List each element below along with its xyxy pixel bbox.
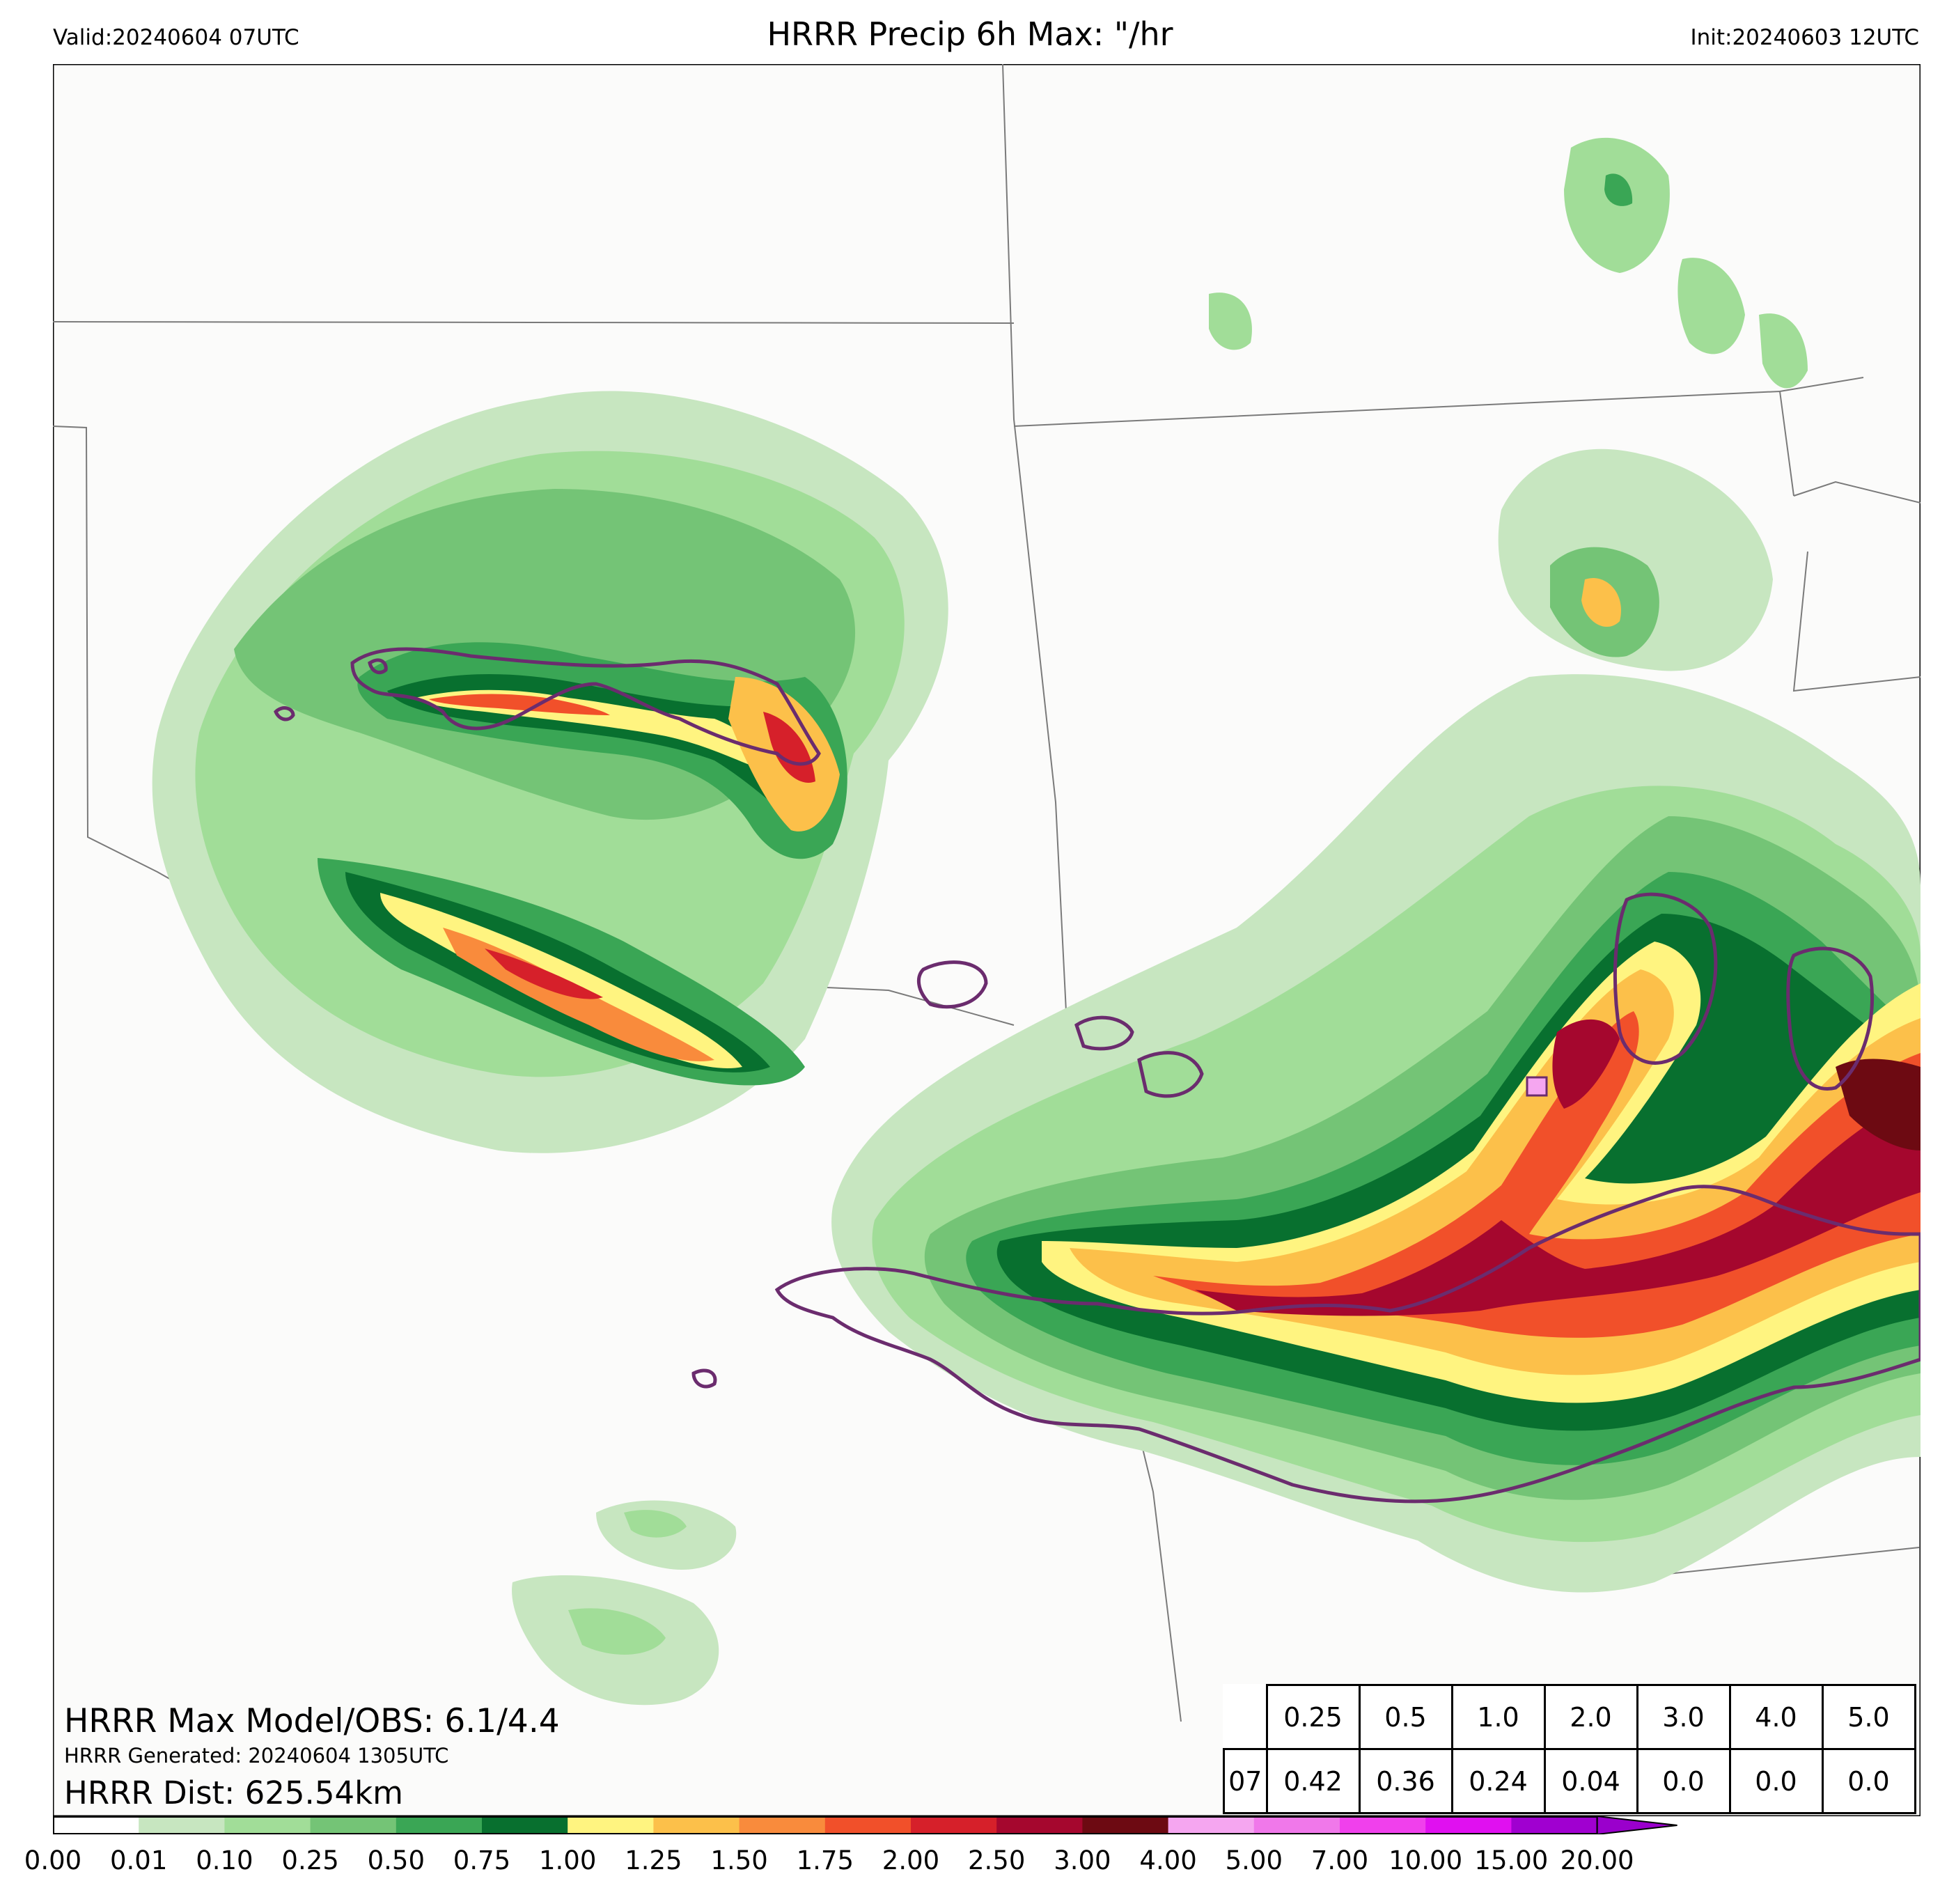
colorbar-swatch	[310, 1816, 397, 1834]
colorbar-extend-arrow	[1596, 1816, 1677, 1834]
colorbar-tick-label: 1.75	[796, 1846, 854, 1875]
colorbar-swatch	[139, 1816, 225, 1834]
init-time-label: Init:20240603 12UTC	[1690, 25, 1919, 50]
colorbar-tick-label: 15.00	[1474, 1846, 1549, 1875]
threshold-header-row: 0.25 0.5 1.0 2.0 3.0 4.0 5.0	[1223, 1684, 1916, 1750]
threshold-cell: 5.0	[1821, 1684, 1916, 1750]
colorbar-tick-label: 0.10	[196, 1846, 253, 1875]
colorbar-swatch	[739, 1816, 826, 1834]
colorbar-tick-label: 1.00	[538, 1846, 597, 1875]
colorbar-tick-label: 0.50	[367, 1846, 425, 1875]
colorbar-swatch	[1511, 1816, 1598, 1834]
threshold-cell: 3.0	[1636, 1684, 1731, 1750]
precip-map	[53, 64, 1921, 1816]
colorbar-tick-label: 0.25	[281, 1846, 339, 1875]
value-cell: 0.42	[1265, 1748, 1361, 1814]
obs-contours	[274, 647, 1921, 1504]
colorbar-swatch	[1168, 1816, 1255, 1834]
colorbar-swatch	[1253, 1816, 1340, 1834]
colorbar-tick-labels: 0.00 0.01 0.10 0.25 0.50 0.75 1.00 1.25 1.50 1.75…	[0, 1846, 1940, 1887]
precip-west-cluster	[152, 391, 948, 1153]
precip-southwest-cells	[512, 1500, 737, 1706]
colorbar-swatch	[53, 1816, 139, 1834]
colorbar-swatch	[396, 1816, 483, 1834]
colorbar-swatch	[482, 1816, 568, 1834]
valid-time-label: Valid:20240604 07UTC	[53, 25, 299, 50]
precip-northeast-cells	[1209, 137, 1808, 671]
value-cell: 0.24	[1450, 1748, 1546, 1814]
colorbar-tick-label: 5.00	[1225, 1846, 1283, 1875]
colorbar-tick-label: 1.25	[625, 1846, 682, 1875]
colorbar	[53, 1816, 1677, 1834]
threshold-cell: 4.0	[1728, 1684, 1824, 1750]
colorbar-swatch	[996, 1816, 1083, 1834]
colorbar-swatch	[568, 1816, 654, 1834]
colorbar-tick-label: 0.01	[109, 1846, 168, 1875]
value-cell: 0.0	[1728, 1748, 1824, 1814]
colorbar-tick-label: 20.00	[1560, 1846, 1634, 1875]
colorbar-tick-label: 1.50	[710, 1846, 768, 1875]
generated-time-label: HRRR Generated: 20240604 1305UTC	[64, 1744, 449, 1768]
threshold-cell: 2.0	[1543, 1684, 1638, 1750]
colorbar-swatch	[653, 1816, 740, 1834]
threshold-cell: 0.5	[1358, 1684, 1453, 1750]
colorbar-tick-label: 3.00	[1054, 1846, 1111, 1875]
value-cell: 0.36	[1358, 1748, 1453, 1814]
colorbar-tick-label: 2.00	[882, 1846, 940, 1875]
value-row: 07 0.42 0.36 0.24 0.04 0.0 0.0 0.0	[1223, 1748, 1916, 1814]
colorbar-swatch	[911, 1816, 997, 1834]
colorbar-tick-label: 4.00	[1139, 1846, 1197, 1875]
colorbar-outline	[53, 1816, 1598, 1834]
obs-max-marker	[1526, 1076, 1548, 1097]
value-cell: 0.0	[1636, 1748, 1731, 1814]
precip-east-band	[831, 674, 1921, 1593]
max-model-obs-label: HRRR Max Model/OBS: 6.1/4.4	[64, 1702, 560, 1740]
colorbar-swatch	[824, 1816, 912, 1834]
colorbar-swatch	[1340, 1816, 1426, 1834]
colorbar-tick-label: 2.50	[967, 1846, 1026, 1875]
value-cell: 0.0	[1821, 1748, 1916, 1814]
row-label-cell: 07	[1223, 1748, 1268, 1814]
threshold-cell: 1.0	[1450, 1684, 1546, 1750]
colorbar-swatch	[224, 1816, 311, 1834]
colorbar-tick-label: 0.75	[453, 1846, 511, 1875]
value-cell: 0.04	[1543, 1748, 1638, 1814]
distance-label: HRRR Dist: 625.54km	[64, 1774, 404, 1811]
threshold-stats-table: 0.25 0.5 1.0 2.0 3.0 4.0 5.0 07 0.42 0.3…	[1223, 1684, 1916, 1814]
colorbar-tick-label: 7.00	[1311, 1846, 1369, 1875]
chart-title: HRRR Precip 6h Max: "/hr	[767, 15, 1173, 53]
colorbar-tick-label: 10.00	[1388, 1846, 1463, 1875]
threshold-cell: 0.25	[1265, 1684, 1361, 1750]
colorbar-swatch	[1082, 1816, 1169, 1834]
colorbar-tick-label: 0.00	[24, 1846, 82, 1875]
colorbar-swatch	[1425, 1816, 1512, 1834]
table-corner-cell	[1223, 1685, 1268, 1750]
